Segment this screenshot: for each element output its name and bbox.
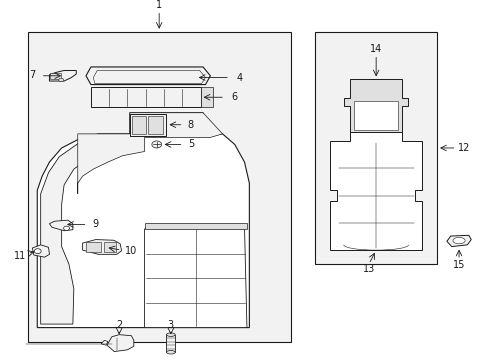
Bar	[91, 87, 200, 108]
Bar	[200, 87, 212, 108]
Polygon shape	[37, 113, 249, 328]
Polygon shape	[107, 335, 134, 352]
Text: 11: 11	[14, 251, 26, 261]
Polygon shape	[101, 340, 108, 345]
Polygon shape	[144, 227, 246, 328]
Circle shape	[152, 141, 161, 148]
Ellipse shape	[452, 238, 464, 244]
Text: 12: 12	[457, 143, 469, 153]
Bar	[315, 32, 436, 264]
Text: 14: 14	[369, 44, 382, 54]
Polygon shape	[78, 113, 222, 194]
Polygon shape	[446, 235, 470, 247]
Polygon shape	[49, 220, 73, 231]
Circle shape	[59, 78, 63, 82]
Polygon shape	[86, 67, 210, 85]
Text: 15: 15	[452, 260, 464, 270]
Bar	[104, 242, 116, 252]
Text: 4: 4	[236, 72, 242, 82]
Polygon shape	[49, 71, 76, 81]
Polygon shape	[41, 138, 130, 324]
Bar	[148, 116, 163, 134]
Text: 3: 3	[167, 320, 174, 330]
Text: 6: 6	[231, 92, 237, 102]
Text: 8: 8	[187, 120, 194, 130]
Polygon shape	[329, 132, 422, 250]
Ellipse shape	[166, 351, 175, 354]
Polygon shape	[344, 79, 407, 132]
Bar	[130, 114, 166, 136]
Text: 9: 9	[93, 219, 99, 229]
Bar	[353, 102, 397, 130]
Text: 13: 13	[362, 265, 374, 274]
Text: 5: 5	[187, 139, 194, 149]
Text: 10: 10	[125, 246, 137, 256]
Bar	[132, 116, 146, 134]
Bar	[50, 73, 61, 78]
Bar	[144, 222, 246, 229]
Bar	[86, 242, 101, 252]
Polygon shape	[32, 245, 49, 257]
Polygon shape	[82, 239, 122, 255]
Circle shape	[63, 226, 69, 230]
Text: 2: 2	[116, 320, 122, 330]
Text: 7: 7	[29, 70, 35, 80]
Bar	[27, 32, 290, 342]
Text: 1: 1	[156, 0, 162, 10]
Bar	[166, 335, 175, 352]
Ellipse shape	[166, 333, 175, 336]
Circle shape	[34, 249, 41, 254]
